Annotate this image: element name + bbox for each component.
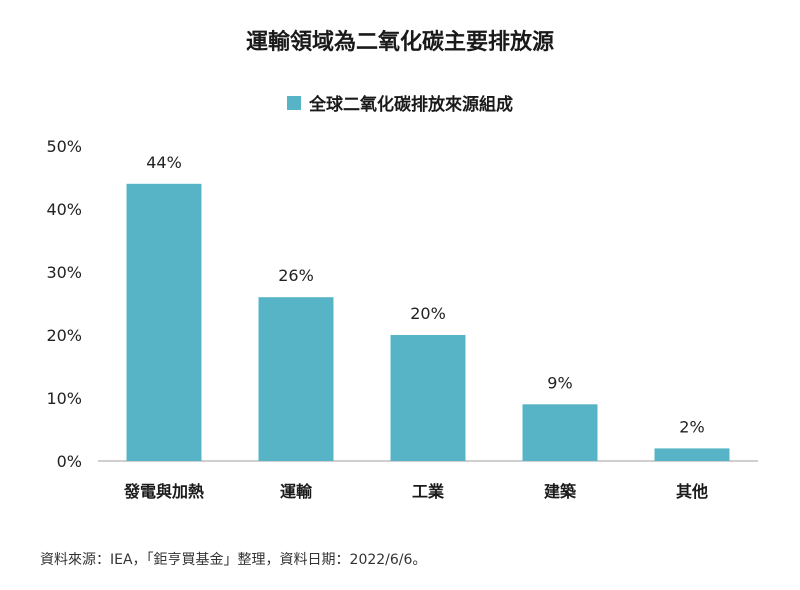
x-tick-label: 運輸 [280,482,313,501]
y-tick-label: 10% [46,389,82,408]
data-label: 44% [146,153,182,172]
data-label: 20% [410,304,446,323]
bar [390,335,466,461]
legend: 全球二氧化碳排放來源組成 [0,90,800,115]
bar [522,404,598,461]
chart-title: 運輸領域為二氧化碳主要排放源 [245,30,554,55]
data-label: 2% [679,417,704,436]
y-tick-label: 30% [46,263,82,282]
y-tick-label: 0% [57,452,82,471]
x-tick-label: 其他 [676,482,708,501]
legend-swatch [287,95,301,110]
legend-label: 全球二氧化碳排放來源組成 [309,95,513,115]
x-tick-label: 工業 [412,482,445,501]
data-label: 26% [278,266,314,285]
y-tick-label: 50% [46,137,82,156]
bar [258,297,334,461]
source-note: 資料來源：IEA，「鉅亨買基金」整理，資料日期：2022/6/6。 [40,552,427,568]
y-tick-label: 20% [46,326,82,345]
bar [126,183,202,462]
y-tick-label: 40% [46,200,82,219]
x-tick-label: 發電與加熱 [123,482,204,501]
bar [654,448,730,461]
data-label: 9% [547,373,572,392]
x-tick-label: 建築 [544,482,577,501]
